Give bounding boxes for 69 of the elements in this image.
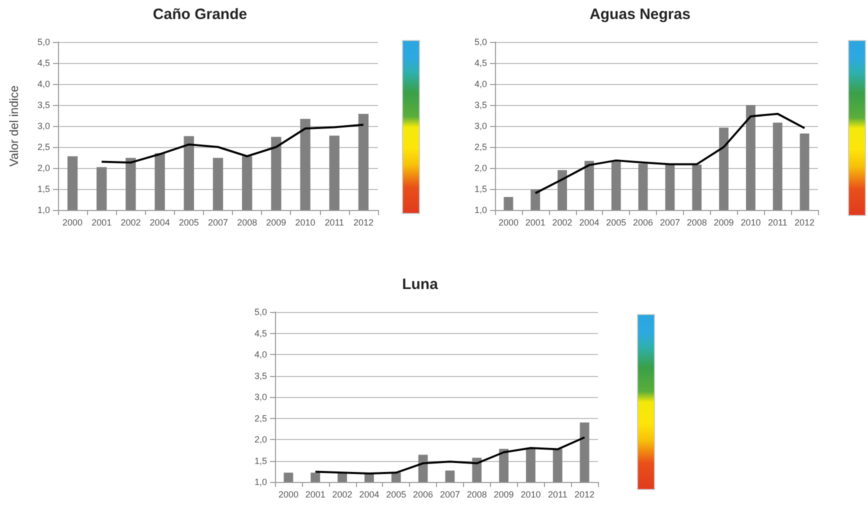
x-tick-label: 2000 bbox=[278, 490, 298, 500]
y-tick-label: 3,0 bbox=[474, 121, 487, 131]
y-tick-label: 4,0 bbox=[254, 350, 267, 360]
y-tick-label: 1,0 bbox=[474, 205, 487, 215]
x-tick-label: 2010 bbox=[740, 218, 761, 228]
x-tick-label: 2008 bbox=[466, 490, 487, 500]
y-tick-label: 2,0 bbox=[474, 163, 487, 173]
x-tick-label: 2004 bbox=[579, 218, 600, 228]
y-tick-label: 5,0 bbox=[474, 37, 487, 47]
x-tick-label: 2011 bbox=[548, 490, 568, 500]
x-tick-label: 2000 bbox=[498, 218, 518, 228]
x-tick-label: 2009 bbox=[266, 218, 286, 228]
y-tick-label: 4,0 bbox=[474, 79, 487, 89]
x-tick-label: 2005 bbox=[606, 218, 626, 228]
y-tick-label: 3,0 bbox=[254, 392, 267, 402]
x-tick-label: 2011 bbox=[324, 218, 344, 228]
y-tick-label: 1,0 bbox=[37, 205, 50, 215]
line-series bbox=[314, 436, 586, 474]
y-tick-label: 4,5 bbox=[474, 58, 487, 68]
y-tick-label: 3,5 bbox=[474, 100, 487, 110]
x-tick-label: 2007 bbox=[440, 490, 460, 500]
y-tick-label: 4,5 bbox=[37, 58, 50, 68]
y-tick-label: 2,5 bbox=[254, 413, 267, 424]
x-tick-label: 2007 bbox=[208, 218, 228, 228]
line-series bbox=[100, 124, 364, 164]
y-tick-label: 3,0 bbox=[37, 121, 50, 131]
chart-title: Caño Grande bbox=[152, 6, 248, 23]
x-tick-label: 2001 bbox=[92, 218, 112, 228]
x-tick-label: 2012 bbox=[353, 218, 374, 228]
x-tick-label: 2010 bbox=[520, 490, 541, 500]
y-tick-label: 2,0 bbox=[37, 163, 50, 173]
y-tick-label: 4,5 bbox=[254, 328, 267, 338]
x-tick-label: 2002 bbox=[332, 490, 352, 500]
x-tick-label: 2002 bbox=[552, 218, 572, 228]
x-tick-label: 2001 bbox=[305, 490, 326, 500]
x-tick-label: 2012 bbox=[574, 490, 595, 500]
x-tick-label: 2006 bbox=[633, 218, 654, 228]
y-tick-label: 5,0 bbox=[37, 37, 50, 47]
x-tick-label: 2005 bbox=[386, 490, 406, 500]
y-tick-label: 3,5 bbox=[37, 100, 50, 110]
y-tick-label: 1,5 bbox=[37, 184, 50, 194]
x-tick-label: 2008 bbox=[686, 218, 707, 228]
x-tick-label: 2012 bbox=[794, 218, 815, 228]
y-tick-label: 3,5 bbox=[254, 370, 267, 381]
y-tick-label: 2,5 bbox=[474, 142, 487, 152]
x-tick-label: 2004 bbox=[150, 218, 170, 228]
x-tick-label: 2009 bbox=[714, 218, 734, 228]
x-tick-label: 2002 bbox=[120, 218, 141, 228]
x-tick-label: 2008 bbox=[237, 218, 258, 228]
y-tick-label: 2,0 bbox=[254, 434, 267, 444]
y-tick-label: 1,5 bbox=[474, 184, 487, 194]
x-tick-label: 2009 bbox=[494, 490, 514, 500]
chart-title: Luna bbox=[402, 276, 439, 293]
x-tick-label: 2011 bbox=[768, 218, 788, 228]
x-tick-label: 2007 bbox=[660, 218, 680, 228]
y-tick-label: 5,0 bbox=[254, 307, 267, 317]
x-tick-label: 2004 bbox=[359, 490, 380, 500]
y-tick-label: 1,0 bbox=[254, 477, 267, 487]
y-tick-label: 1,5 bbox=[254, 456, 267, 466]
x-tick-label: 2006 bbox=[413, 490, 434, 500]
x-tick-label: 2000 bbox=[62, 218, 83, 228]
y-tick-label: 4,0 bbox=[37, 79, 50, 89]
x-tick-label: 2010 bbox=[295, 218, 316, 228]
chart-title: Aguas Negras bbox=[590, 6, 690, 23]
x-tick-label: 2001 bbox=[525, 218, 546, 228]
x-tick-label: 2005 bbox=[178, 218, 199, 228]
y-tick-label: 2,5 bbox=[37, 142, 50, 152]
y-axis-title: Valor del indice bbox=[7, 85, 21, 167]
line-series bbox=[534, 112, 806, 194]
